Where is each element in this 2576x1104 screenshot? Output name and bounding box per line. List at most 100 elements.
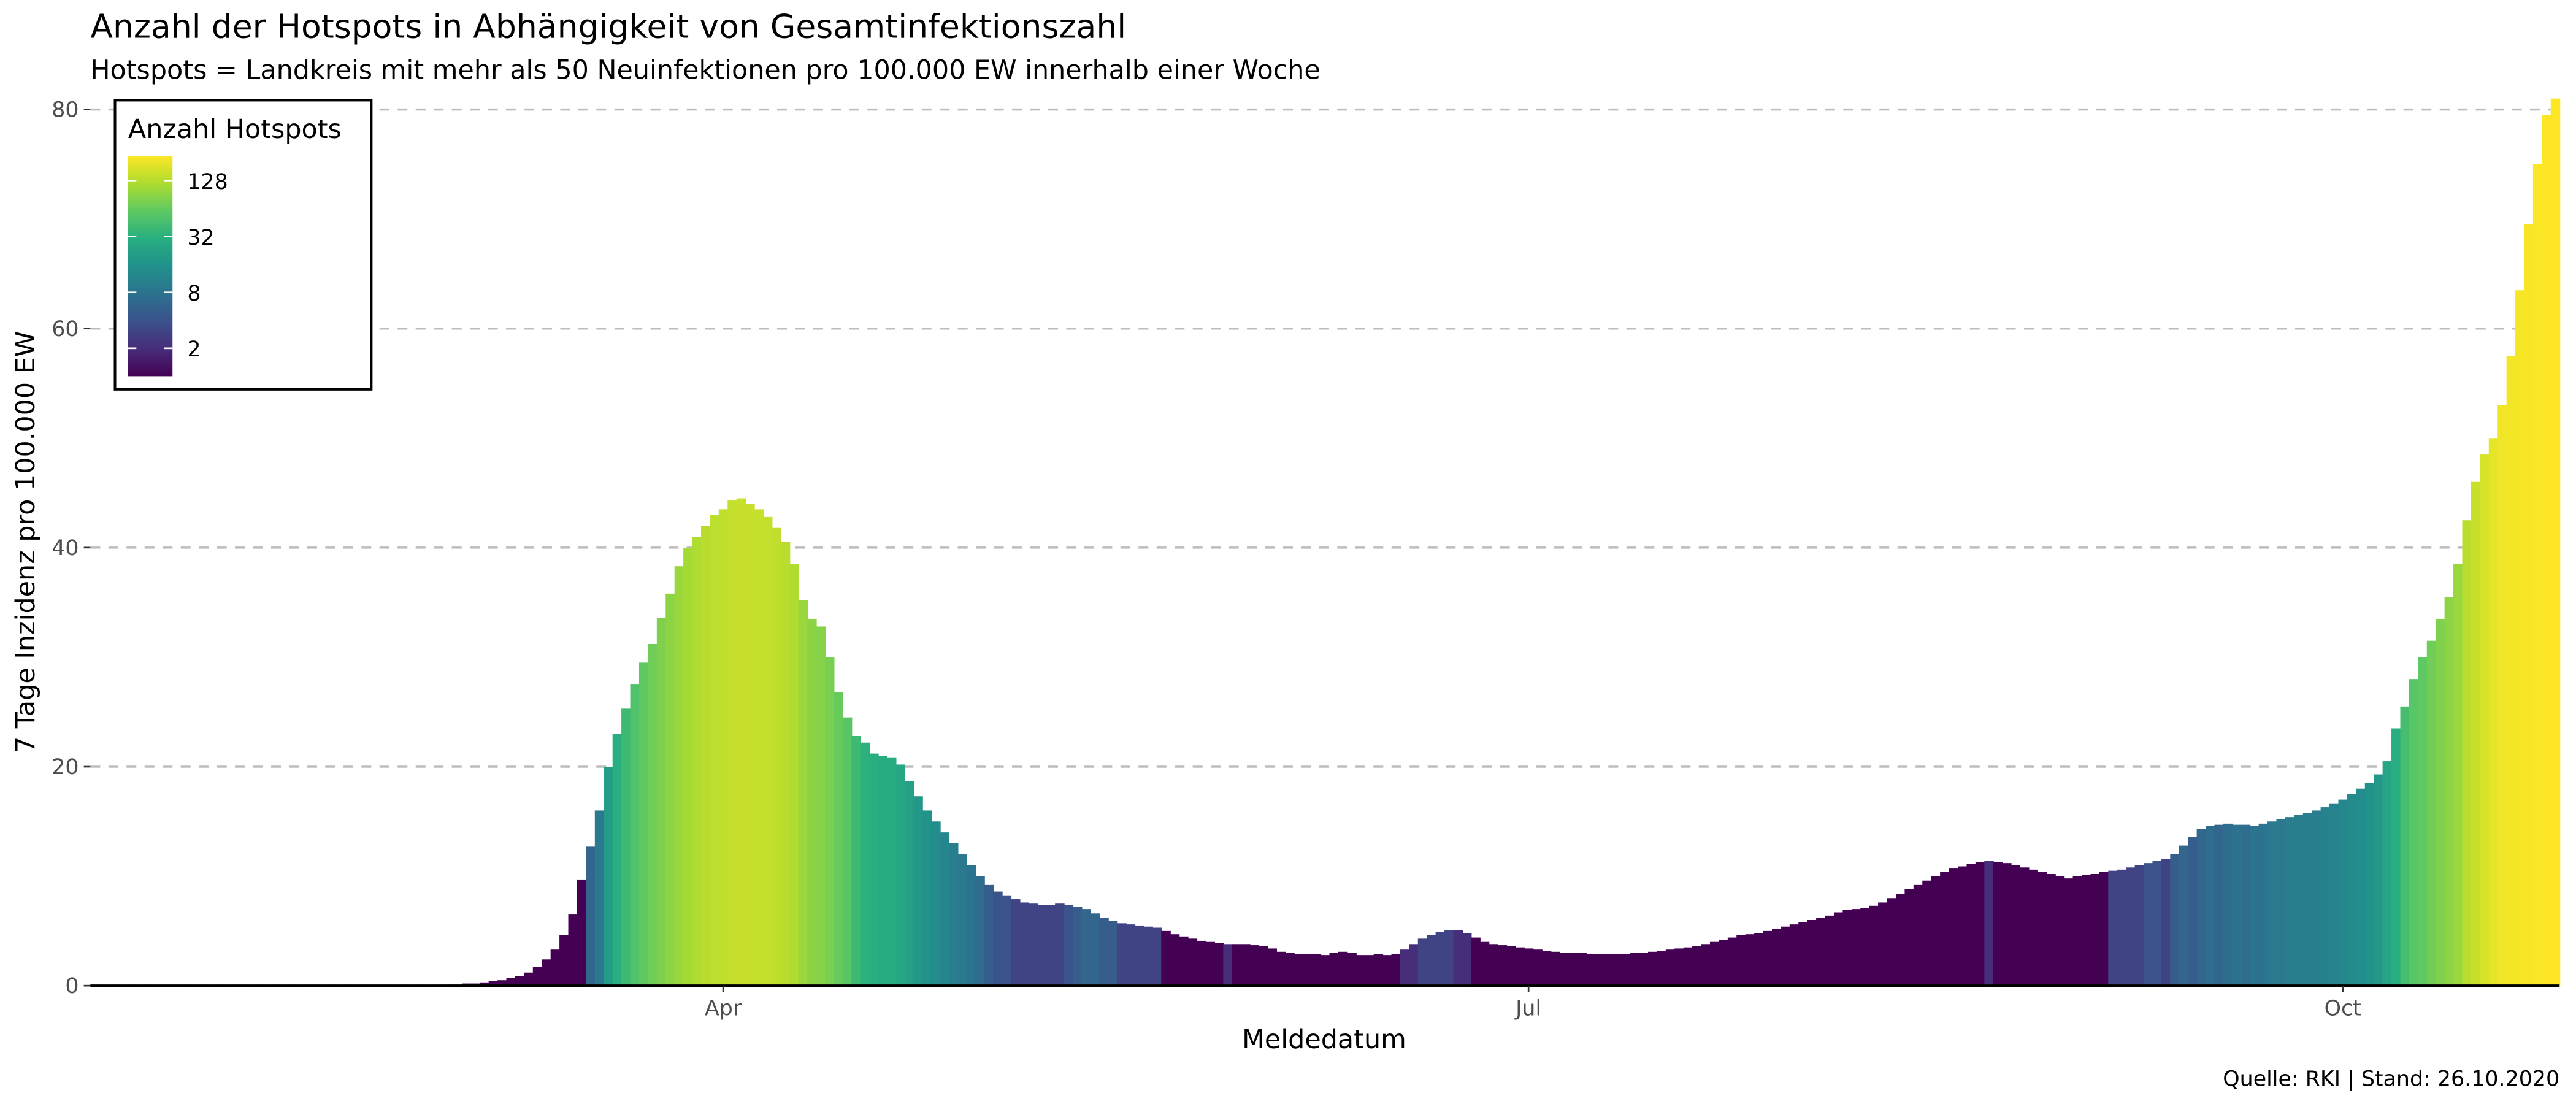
bar xyxy=(1887,898,1897,986)
bar xyxy=(1869,905,1879,986)
bar xyxy=(789,564,799,986)
bars xyxy=(444,98,2561,986)
bar xyxy=(710,515,719,986)
bar xyxy=(506,978,516,986)
bar xyxy=(2302,813,2313,986)
bar xyxy=(1197,940,1206,986)
bar xyxy=(1276,951,1286,986)
bar xyxy=(807,618,817,986)
bar xyxy=(2382,761,2393,986)
bar xyxy=(2090,874,2100,986)
bar xyxy=(2179,845,2189,986)
bar xyxy=(1816,918,1826,986)
bar xyxy=(1515,947,1525,986)
bar xyxy=(2011,865,2021,986)
bar xyxy=(1365,955,1374,986)
bar xyxy=(2099,872,2109,986)
bar xyxy=(1471,937,1481,986)
bar xyxy=(665,593,675,986)
y-tick-label: 80 xyxy=(52,98,79,123)
bar xyxy=(2374,774,2383,986)
bar xyxy=(1612,954,1622,986)
bar xyxy=(869,753,879,986)
bar xyxy=(736,498,746,986)
bar xyxy=(957,854,967,986)
bar xyxy=(762,516,773,986)
chart-subtitle: Hotspots = Landkreis mit mehr als 50 Neu… xyxy=(90,55,1320,86)
bar xyxy=(2506,356,2517,986)
bar xyxy=(2144,863,2153,986)
bar xyxy=(1533,949,1543,986)
bar xyxy=(1011,899,1021,986)
bar xyxy=(940,832,950,986)
bar xyxy=(2391,728,2401,986)
bar xyxy=(1842,910,1852,986)
bar xyxy=(2037,872,2047,986)
bar xyxy=(913,796,923,986)
bar xyxy=(621,708,631,986)
bar xyxy=(1551,951,1560,986)
bar xyxy=(842,717,853,986)
bar xyxy=(2444,597,2455,986)
bar xyxy=(1736,935,1746,986)
bar xyxy=(1355,955,1366,986)
legend-tick-label: 128 xyxy=(187,170,228,194)
bar xyxy=(2267,821,2277,986)
bar xyxy=(1630,953,1640,986)
bar xyxy=(1727,937,1738,986)
bar xyxy=(2400,706,2410,986)
bar xyxy=(1453,930,1463,986)
bar xyxy=(1409,944,1419,986)
bar xyxy=(1285,953,1295,986)
chart-title: Anzahl der Hotspots in Abhängigkeit von … xyxy=(90,7,1126,46)
bar xyxy=(1904,889,1914,986)
x-tick-label: Oct xyxy=(2325,996,2361,1021)
y-tick-label: 0 xyxy=(65,974,79,999)
bar xyxy=(1913,884,1923,986)
bar xyxy=(2276,819,2286,986)
bar xyxy=(1798,922,1808,986)
bar xyxy=(1382,955,1392,986)
bar xyxy=(780,542,791,986)
bar xyxy=(630,684,640,986)
bar xyxy=(2108,870,2118,986)
bar xyxy=(2364,783,2375,986)
bar xyxy=(532,967,543,986)
bar xyxy=(1585,954,1596,986)
bar xyxy=(2338,799,2348,986)
bar xyxy=(1037,905,1047,986)
bar xyxy=(1603,954,1614,986)
bar xyxy=(1321,955,1330,986)
bar xyxy=(656,618,667,986)
bar xyxy=(2002,863,2012,986)
x-tick-label: Jul xyxy=(1514,996,1541,1021)
bar xyxy=(1621,954,1631,986)
bar xyxy=(2232,824,2242,986)
bar xyxy=(2329,803,2339,986)
bar xyxy=(1922,880,1932,986)
bar xyxy=(638,662,649,986)
bar xyxy=(524,972,534,986)
bar xyxy=(1595,954,1604,986)
bar xyxy=(2312,810,2321,986)
bar xyxy=(886,757,897,986)
bar xyxy=(1833,912,1844,986)
bar xyxy=(1417,938,1428,986)
bar xyxy=(1745,934,1755,986)
bar xyxy=(718,509,729,986)
bar xyxy=(2134,865,2145,986)
bar xyxy=(1391,954,1401,986)
bar xyxy=(851,736,861,986)
bar xyxy=(1647,951,1658,986)
bar xyxy=(2206,826,2215,986)
bar xyxy=(648,644,657,986)
bar xyxy=(834,692,843,986)
bar xyxy=(993,891,1003,986)
bar xyxy=(2418,657,2428,986)
bar xyxy=(1506,946,1516,986)
bar xyxy=(1427,935,1436,986)
bar xyxy=(1064,905,1074,986)
bar xyxy=(2453,564,2463,986)
bar xyxy=(1187,938,1198,986)
bar xyxy=(1984,861,1994,986)
